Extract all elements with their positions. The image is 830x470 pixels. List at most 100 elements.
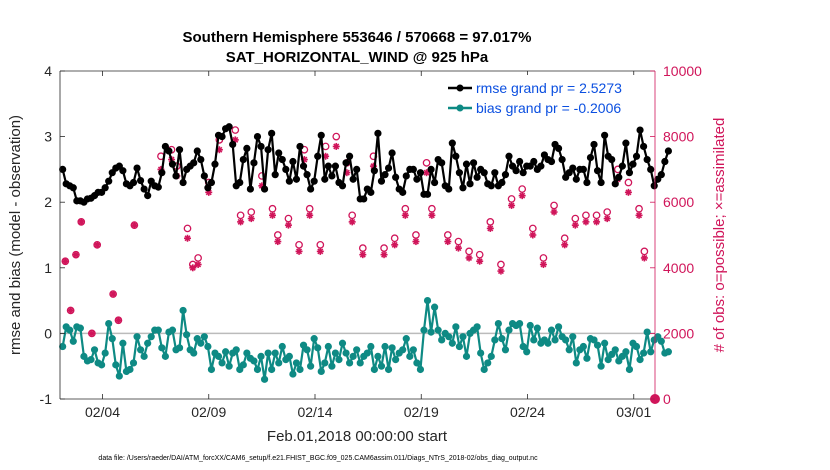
x-axis-label: Feb.01,2018 00:00:00 start <box>267 428 448 445</box>
rmse-point <box>466 180 474 188</box>
rmse-point <box>370 167 378 175</box>
y-right-tick-label: 10000 <box>663 63 702 79</box>
bias-point <box>370 365 378 374</box>
rmse-point <box>487 182 495 190</box>
bias-point <box>597 362 605 370</box>
obs-assimilated-point <box>316 247 324 255</box>
bias-point <box>250 357 258 365</box>
bias-point <box>105 319 113 328</box>
obs-assimilated-point <box>284 221 292 229</box>
rmse-point <box>282 165 290 173</box>
obs-assimilated-point <box>247 215 255 223</box>
bias-point <box>98 361 106 369</box>
bias-point <box>611 346 619 354</box>
rmse-point <box>448 139 456 147</box>
rmse-point <box>579 165 587 173</box>
bias-point <box>335 356 343 364</box>
obs-assimilated-point <box>93 241 101 249</box>
rmse-point <box>586 153 595 162</box>
bias-point <box>477 349 485 357</box>
bias-point <box>526 321 534 330</box>
bias-point <box>427 328 435 336</box>
rmse-point <box>278 155 286 164</box>
bias-point <box>579 342 587 351</box>
rmse-point <box>640 142 648 151</box>
bias-point <box>154 326 162 334</box>
y-tick-label: 1 <box>44 260 52 276</box>
bias-point <box>445 333 453 341</box>
rmse-point <box>590 140 598 149</box>
bias-point <box>345 359 354 367</box>
obs-assimilated-point <box>306 211 314 219</box>
obs-assimilated-point <box>130 221 138 229</box>
obs-assimilated-point <box>518 192 526 200</box>
rmse-point <box>292 175 301 183</box>
rmse-point <box>136 176 145 185</box>
bias-point <box>310 335 318 343</box>
rmse-point <box>236 178 244 187</box>
rmse-point <box>469 159 478 167</box>
bias-point <box>179 306 187 315</box>
rmse-point <box>172 172 180 180</box>
obs-assimilated-point <box>593 218 601 226</box>
rmse-point <box>105 177 113 185</box>
rmse-point <box>129 178 138 187</box>
rmse-point <box>445 185 453 193</box>
bias-point <box>292 359 301 367</box>
obs-assimilated-point <box>582 218 590 226</box>
bias-point <box>328 362 336 370</box>
rmse-point <box>158 169 166 177</box>
rmse-point <box>554 144 563 153</box>
bias-point <box>278 342 286 351</box>
y-tick-label: 0 <box>44 325 52 341</box>
bias-point <box>271 349 279 357</box>
rmse-point <box>516 157 524 166</box>
rmse-point <box>260 185 269 193</box>
bias-point <box>183 331 191 339</box>
obs-assimilated-point <box>529 231 537 239</box>
rmse-point <box>119 167 127 175</box>
bias-point <box>562 336 570 344</box>
bias-point <box>190 349 198 357</box>
obs-possible-point <box>332 132 341 141</box>
y-right-tick-label: 4000 <box>663 260 694 276</box>
y-axis-ticks: -1 0 1 2 3 4 <box>40 63 65 407</box>
rmse-point <box>583 178 591 187</box>
obs-possible-point <box>422 158 431 167</box>
bias-point <box>377 362 386 370</box>
obs-assimilated-point <box>624 188 632 196</box>
bias-point <box>448 339 456 347</box>
obs-assimilated-point <box>114 316 122 324</box>
bias-point <box>501 346 510 354</box>
rmse-point <box>197 155 205 164</box>
bias-point <box>593 341 602 349</box>
bias-point <box>533 324 541 332</box>
obs-assimilated-point <box>237 218 245 226</box>
rmse-point <box>98 188 106 196</box>
obs-assimilated-point <box>428 211 436 219</box>
rmse-point <box>455 169 464 177</box>
bias-point <box>197 339 205 347</box>
bias-point <box>66 326 74 334</box>
bias-point <box>317 367 325 376</box>
obs-possible-point <box>183 224 192 233</box>
legend-rmse-marker <box>456 84 464 92</box>
bias-point <box>572 359 580 367</box>
rmse-point <box>69 184 77 192</box>
rmse-point <box>608 155 616 164</box>
rmse-point <box>593 167 602 175</box>
rmse-point <box>246 185 255 193</box>
rmse-point <box>650 182 658 190</box>
bias-point <box>519 342 527 351</box>
bias-point <box>90 346 99 354</box>
obs-assimilated-point <box>508 201 516 209</box>
y-tick-label: -1 <box>40 391 53 407</box>
rmse-point <box>540 151 549 159</box>
obs-assimilated-point <box>348 218 356 226</box>
bias-point <box>119 339 127 347</box>
bias-point <box>374 352 382 360</box>
bias-point <box>480 365 488 374</box>
bias-point <box>307 362 315 370</box>
rmse-point <box>321 175 329 183</box>
